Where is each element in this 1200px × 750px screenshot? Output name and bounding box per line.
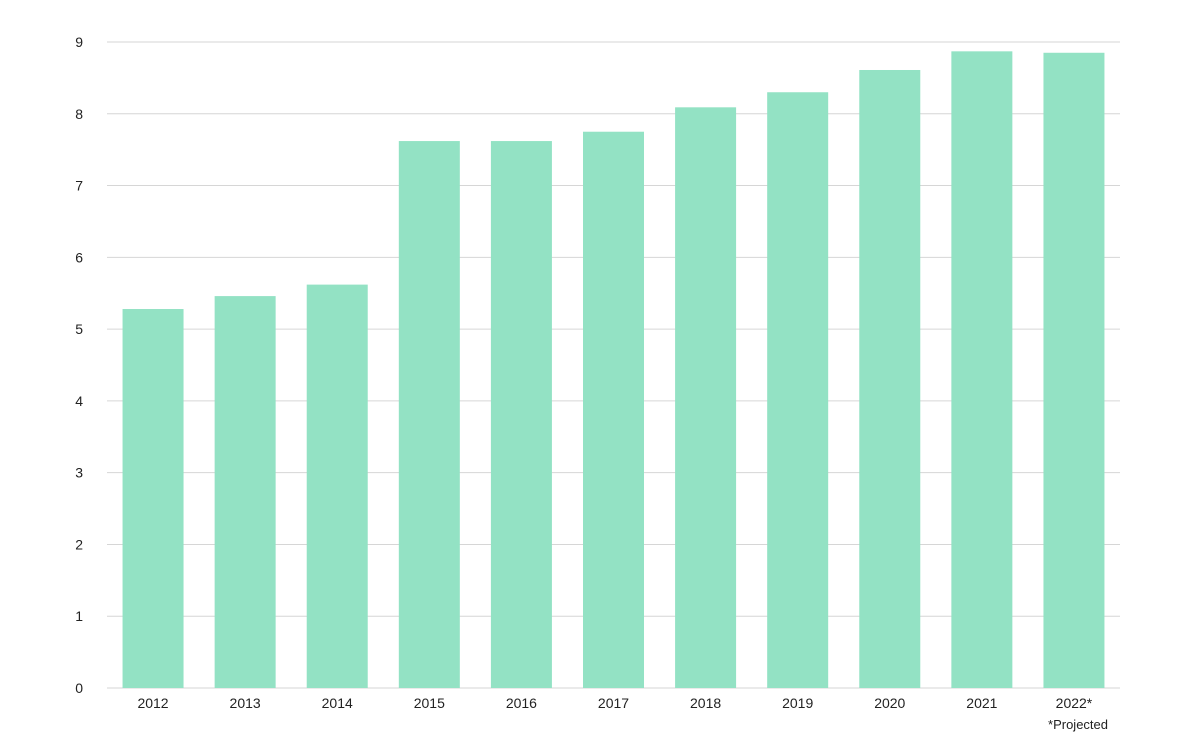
x-tick-label: 2012 <box>137 695 168 711</box>
x-axis-ticks: 2012 2013 2014 2015 2016 2017 2018 2019 2020 2021… <box>137 695 1092 711</box>
bars <box>122 51 1105 689</box>
bar-2019 <box>767 92 829 688</box>
y-axis-ticks: 0 1 2 3 4 5 6 7 8 9 <box>75 34 83 696</box>
y-tick-label: 0 <box>75 680 83 696</box>
y-tick-label: 7 <box>75 178 83 194</box>
y-tick-label: 5 <box>75 321 83 337</box>
bar-2018 <box>675 107 737 689</box>
bar-2017 <box>583 131 644 688</box>
y-tick-label: 8 <box>75 106 83 122</box>
bar-2021 <box>951 51 1013 688</box>
bar-2013 <box>214 296 276 688</box>
x-tick-label: 2022* <box>1056 695 1093 711</box>
bar-2015 <box>398 141 460 688</box>
bar-2016 <box>490 141 552 688</box>
bar-2014 <box>306 284 368 688</box>
bar-2020 <box>859 69 921 688</box>
y-tick-label: 9 <box>75 34 83 50</box>
bar-2022 <box>1043 52 1105 689</box>
x-tick-label: 2020 <box>874 695 905 711</box>
x-tick-label: 2016 <box>506 695 537 711</box>
x-tick-label: 2019 <box>782 695 813 711</box>
y-tick-label: 2 <box>75 536 83 552</box>
x-tick-label: 2015 <box>414 695 445 711</box>
x-tick-label: 2013 <box>230 695 261 711</box>
x-tick-label: 2018 <box>690 695 721 711</box>
y-tick-label: 6 <box>75 249 83 265</box>
footnote-projected: *Projected <box>1048 717 1108 732</box>
x-tick-label: 2021 <box>966 695 997 711</box>
x-tick-label: 2014 <box>322 695 353 711</box>
x-tick-label: 2017 <box>598 695 629 711</box>
y-tick-label: 1 <box>75 608 83 624</box>
y-tick-label: 3 <box>75 465 83 481</box>
bar-2012 <box>122 309 184 688</box>
y-tick-label: 4 <box>75 393 83 409</box>
